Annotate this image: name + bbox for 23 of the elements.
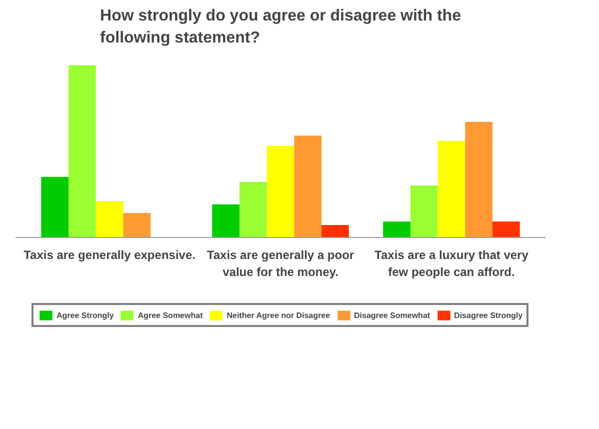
legend-label: Neither Agree nor Disagree	[226, 310, 330, 320]
bar	[68, 65, 96, 238]
x-tick-label: Taxis are generally a poor value for the money.	[206, 248, 354, 279]
bar	[239, 182, 267, 238]
bar	[322, 224, 349, 238]
legend-label: Agree Somewhat	[138, 310, 203, 320]
bar	[383, 222, 410, 238]
bar	[438, 140, 466, 238]
bar	[410, 185, 438, 238]
legend-label: Disagree Somewhat	[354, 310, 430, 320]
legend-label: Agree Strongly	[56, 310, 114, 320]
bar	[96, 200, 124, 238]
bar	[294, 136, 322, 238]
bar	[465, 122, 492, 238]
x-tick-label: Taxis are generally expensive.	[24, 248, 196, 262]
chart-title: How strongly do you agree or disagree with the following statement?	[100, 7, 462, 46]
bar	[123, 212, 151, 238]
x-tick-label: Taxis are a luxury that very few people can afford.	[374, 248, 529, 279]
legend-label: Disagree Strongly	[454, 310, 523, 320]
bar	[212, 204, 240, 238]
bar	[492, 222, 520, 238]
bar	[41, 176, 68, 238]
bar	[266, 146, 294, 238]
